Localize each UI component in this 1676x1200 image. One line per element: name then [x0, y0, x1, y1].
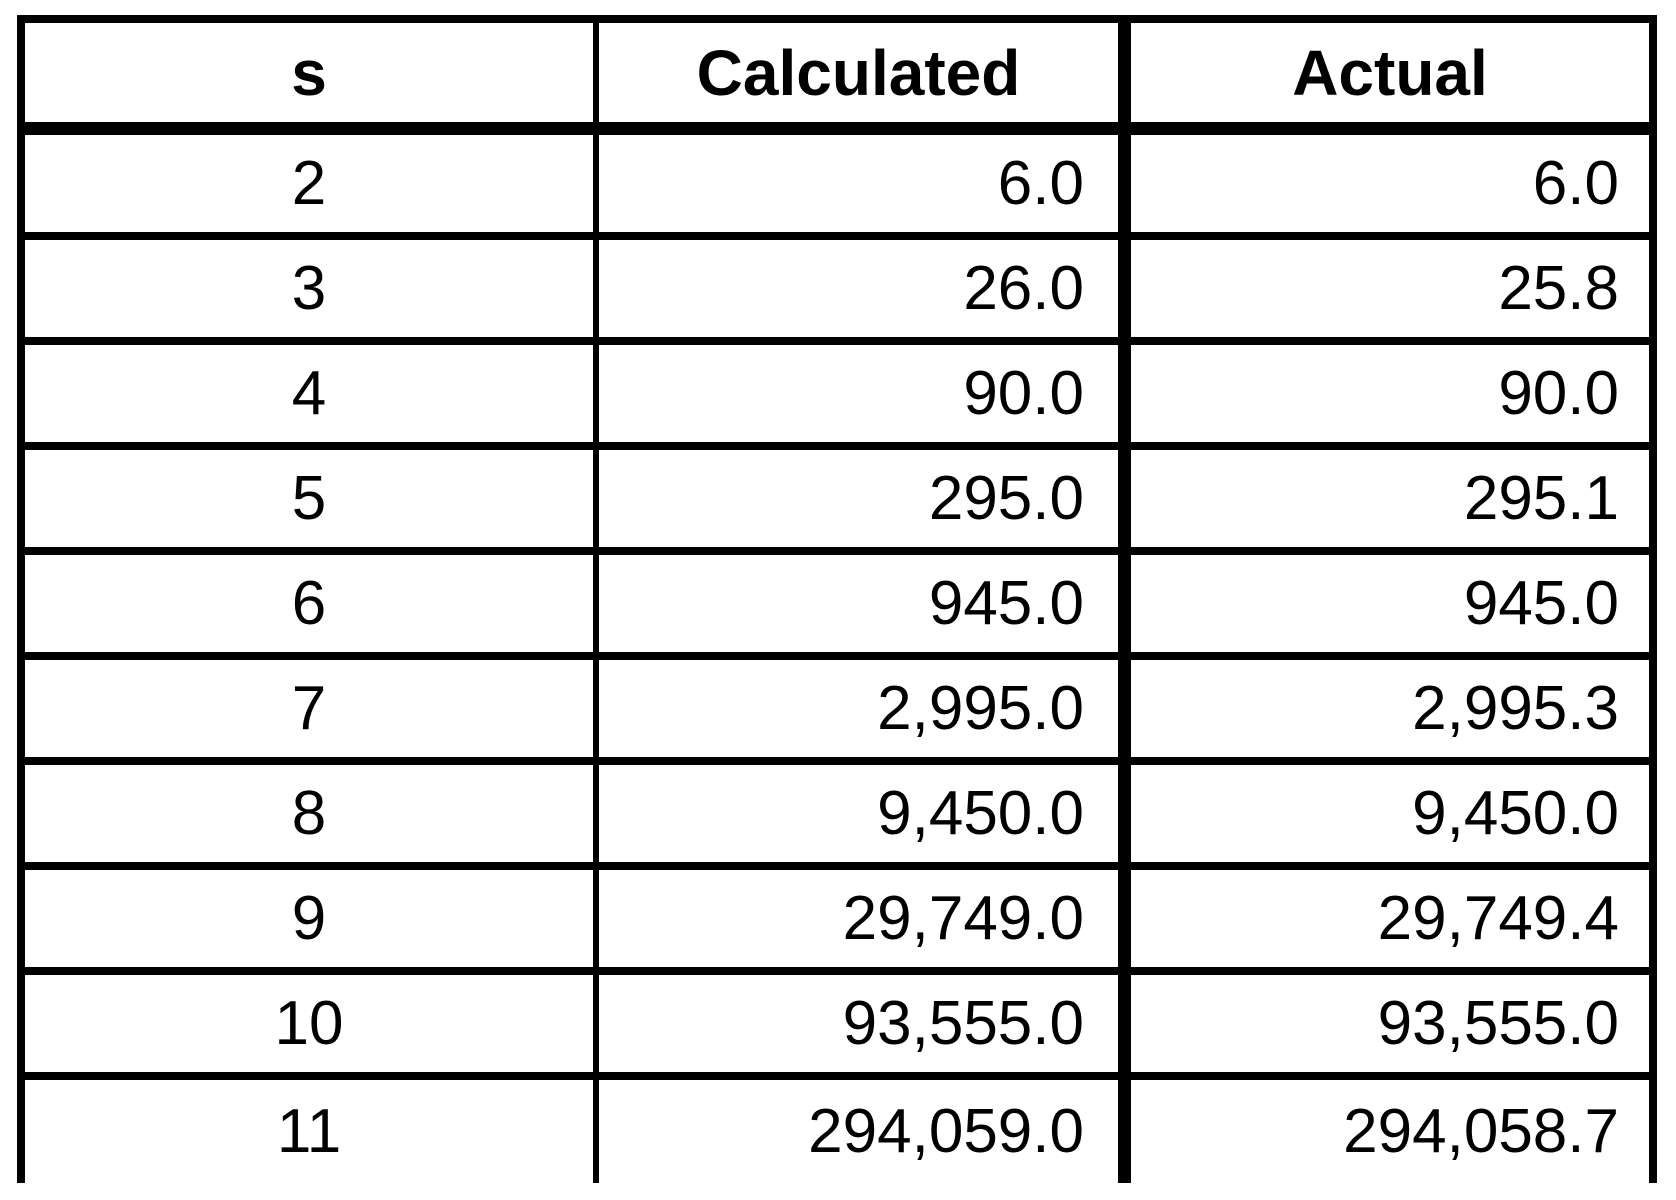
cell-actual: 2,995.3	[1412, 673, 1619, 743]
cell-actual: 295.1	[1463, 463, 1619, 533]
cell-s: 3	[25, 240, 599, 337]
cell-s: 7	[25, 660, 599, 757]
cell-s: 9	[25, 870, 599, 967]
cell-s: 2	[25, 135, 599, 232]
cell-s: 6	[25, 555, 599, 652]
table-row: 5 295.0 295.1	[25, 450, 1649, 555]
cell-actual: 93,555.0	[1377, 988, 1619, 1058]
cell-s: 5	[25, 450, 599, 547]
column-header-actual: Actual	[1292, 36, 1488, 109]
table-row: 6 945.0 945.0	[25, 555, 1649, 660]
cell-calculated: 6.0	[599, 135, 1131, 232]
cell-calculated: 29,749.0	[599, 870, 1131, 967]
table-row: 8 9,450.0 9,450.0	[25, 765, 1649, 870]
table-row: 9 29,749.0 29,749.4	[25, 870, 1649, 975]
cell-actual: 294,058.7	[1343, 1096, 1619, 1166]
cell-calculated: 295.0	[599, 450, 1131, 547]
table-row: 7 2,995.0 2,995.3	[25, 660, 1649, 765]
comparison-table: s Calculated Actual 2 6.0 6.0 3 26.0 25.…	[17, 15, 1657, 1183]
column-header-s: s	[25, 23, 599, 122]
cell-calculated: 93,555.0	[599, 975, 1131, 1072]
cell-s: 11	[25, 1080, 599, 1183]
column-header-calculated: Calculated	[599, 23, 1131, 122]
cell-calculated: 90.0	[599, 345, 1131, 442]
cell-actual: 6.0	[1532, 148, 1619, 218]
cell-actual: 29,749.4	[1377, 883, 1619, 953]
table-row: 4 90.0 90.0	[25, 345, 1649, 450]
cell-calculated: 26.0	[599, 240, 1131, 337]
cell-s: 10	[25, 975, 599, 1072]
cell-s: 8	[25, 765, 599, 862]
table-row: 2 6.0 6.0	[25, 135, 1649, 240]
cell-actual: 9,450.0	[1412, 778, 1619, 848]
cell-calculated: 945.0	[599, 555, 1131, 652]
cell-s: 4	[25, 345, 599, 442]
cell-calculated: 294,059.0	[599, 1080, 1131, 1183]
cell-calculated: 9,450.0	[599, 765, 1131, 862]
table-header-row: s Calculated Actual	[25, 23, 1649, 135]
table-row: 3 26.0 25.8	[25, 240, 1649, 345]
cell-calculated: 2,995.0	[599, 660, 1131, 757]
table-row: 11 294,059.0 294,058.7	[25, 1080, 1649, 1183]
table-row: 10 93,555.0 93,555.0	[25, 975, 1649, 1080]
cell-actual: 945.0	[1463, 568, 1619, 638]
cell-actual: 25.8	[1498, 253, 1619, 323]
cell-actual: 90.0	[1498, 358, 1619, 428]
